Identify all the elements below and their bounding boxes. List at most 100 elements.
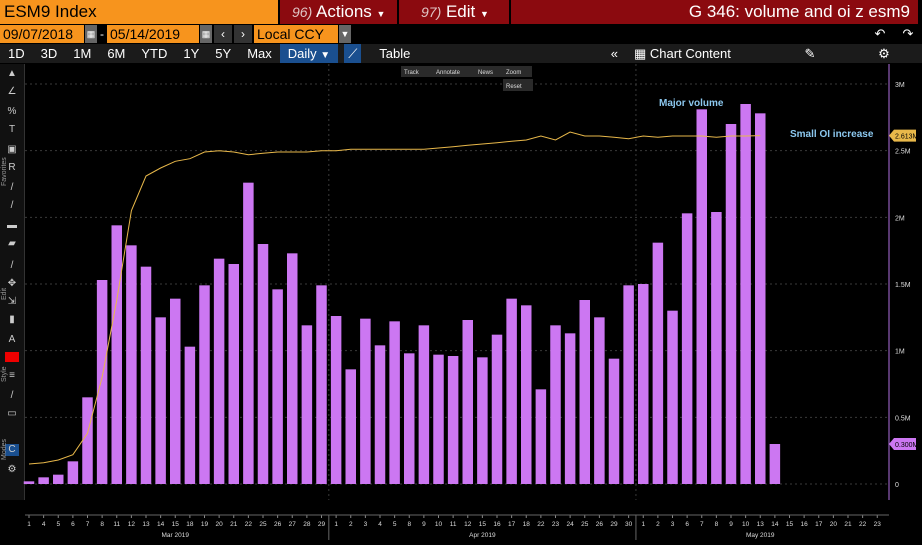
actions-label: Actions [316, 2, 372, 21]
trend-icon[interactable]: / [10, 260, 14, 271]
x-tick-label: 7 [700, 521, 704, 528]
start-calendar-icon[interactable]: ▦ [85, 25, 97, 43]
line-chart-icon[interactable]: ⟋ [344, 44, 362, 63]
volume-bar [243, 182, 254, 484]
volume-bar [594, 317, 605, 484]
delete-icon[interactable]: ▮ [9, 314, 15, 325]
prev-period-button[interactable]: ‹ [214, 25, 232, 43]
x-tick-label: 26 [596, 521, 604, 528]
next-period-button[interactable]: › [234, 25, 252, 43]
x-tick-label: 12 [464, 521, 472, 528]
toolbar: 1D 3D 1M 6M YTD 1Y 5Y Max Daily ▼ ⟋ Tabl… [0, 44, 922, 63]
volume-bar [389, 321, 400, 484]
brush-icon[interactable]: / [10, 182, 14, 193]
frequency-select[interactable]: Daily ▼ [279, 44, 339, 63]
x-tick-label: 15 [786, 521, 794, 528]
overlay-reset[interactable]: Reset [506, 84, 522, 90]
end-calendar-icon[interactable]: ▦ [200, 25, 212, 43]
volume-bars [23, 104, 781, 485]
undo-icon[interactable]: ↶ [874, 26, 886, 41]
currency-dropdown-icon[interactable]: ▼ [339, 25, 351, 43]
month-label: May 2019 [746, 532, 775, 539]
period-max[interactable]: Max [247, 46, 272, 61]
x-tick-label: 5 [56, 521, 60, 528]
period-6m[interactable]: 6M [107, 46, 126, 61]
resize-icon[interactable]: ⇲ [7, 296, 17, 307]
end-date-field[interactable]: 05/14/2019 [107, 25, 199, 43]
date-bar: 09/07/2018 ▦ - 05/14/2019 ▦ ‹ › Local CC… [0, 25, 922, 43]
x-tick-label: 5 [393, 521, 397, 528]
x-tick-label: 2 [656, 521, 660, 528]
volume-bar [638, 284, 649, 484]
last-value-labels: 2.613M 0.300M [889, 129, 919, 450]
redo-icon[interactable]: ↷ [902, 26, 914, 41]
move-icon[interactable]: ✥ [7, 278, 17, 289]
start-date-field[interactable]: 09/07/2018 [0, 25, 84, 43]
x-tick-label: 11 [450, 521, 457, 528]
text-tool-icon[interactable]: T [8, 124, 16, 135]
month-label: Apr 2019 [469, 532, 496, 539]
volume-bar [623, 285, 634, 484]
period-ytd[interactable]: YTD [141, 46, 168, 61]
sidebar-settings-icon[interactable]: ⚙ [7, 464, 17, 475]
actions-dropdown-icon: ▼ [376, 9, 386, 19]
x-tick-label: 1 [27, 521, 31, 528]
mode-c-icon[interactable]: C [5, 444, 19, 456]
divider-icon[interactable]: ▬ [7, 220, 17, 231]
x-tick-label: 8 [715, 521, 719, 528]
pen-icon[interactable]: / [10, 200, 14, 211]
volume-bar [140, 266, 152, 484]
volume-bar [608, 358, 620, 484]
volume-bar [506, 298, 517, 484]
x-tick-label: 14 [157, 521, 165, 528]
period-1d[interactable]: 1D [8, 46, 25, 61]
x-tick-label: 1 [334, 521, 338, 528]
x-tick-label: 27 [289, 521, 297, 528]
eraser-icon[interactable]: ▰ [8, 238, 16, 249]
edit-pencil-icon[interactable]: ✎ [804, 46, 816, 61]
label-icon[interactable]: A [8, 334, 16, 345]
x-tick-label: 22 [537, 521, 545, 528]
volume-bar [579, 300, 590, 484]
oi-last-value-tag-bg [889, 129, 916, 142]
overlay-annotate[interactable]: Annotate [436, 70, 461, 76]
actions-menu[interactable]: 96) Actions ▼ [280, 0, 397, 24]
ticker-field[interactable]: ESM9 Index [0, 0, 278, 24]
x-tick-label: 26 [274, 521, 282, 528]
r-icon[interactable]: R [8, 162, 16, 173]
chart-content-button[interactable]: ▦ Chart Content [626, 44, 774, 63]
volume-bar [477, 357, 488, 484]
period-3d[interactable]: 3D [40, 46, 58, 61]
period-5y[interactable]: 5Y [215, 46, 232, 61]
period-1m[interactable]: 1M [73, 46, 92, 61]
mode-icon[interactable]: ▭ [7, 408, 17, 419]
color-swatch-icon[interactable] [5, 352, 19, 362]
table-button[interactable]: Table [379, 46, 411, 61]
x-tick-label: 13 [757, 521, 765, 528]
fib-icon[interactable]: % [7, 106, 17, 117]
volume-bar [213, 258, 225, 484]
volume-bar [755, 113, 766, 484]
volume-last-value-tag: 0.300M [895, 442, 919, 449]
currency-select[interactable]: Local CCY [254, 25, 338, 43]
volume-bar [667, 310, 678, 484]
x-tick-label: 17 [815, 521, 823, 528]
volume-bar [170, 298, 181, 484]
pointer-icon[interactable]: ▲ [7, 68, 17, 79]
period-1y[interactable]: 1Y [183, 46, 200, 61]
draw-line-icon[interactable]: ∠ [7, 86, 17, 97]
volume-bar [374, 345, 386, 484]
x-tick-label: 7 [86, 521, 90, 528]
overlay-track[interactable]: Track [404, 70, 420, 76]
line-weight-icon[interactable]: ≡ [9, 370, 15, 381]
settings-gear-icon[interactable]: ⚙ [878, 46, 890, 61]
overlay-news[interactable]: News [478, 70, 493, 76]
chart-title: G 346: volume and oi z esm9 [511, 0, 918, 24]
style-pen-icon[interactable]: / [10, 390, 14, 401]
overlay-zoom[interactable]: Zoom [506, 70, 521, 76]
volume-bar [462, 320, 473, 484]
edit-menu[interactable]: 97) Edit ▼ [399, 0, 509, 24]
x-tick-label: 16 [493, 521, 501, 528]
collapse-icon[interactable]: « [610, 46, 618, 61]
frame-icon[interactable]: ▣ [7, 144, 17, 155]
